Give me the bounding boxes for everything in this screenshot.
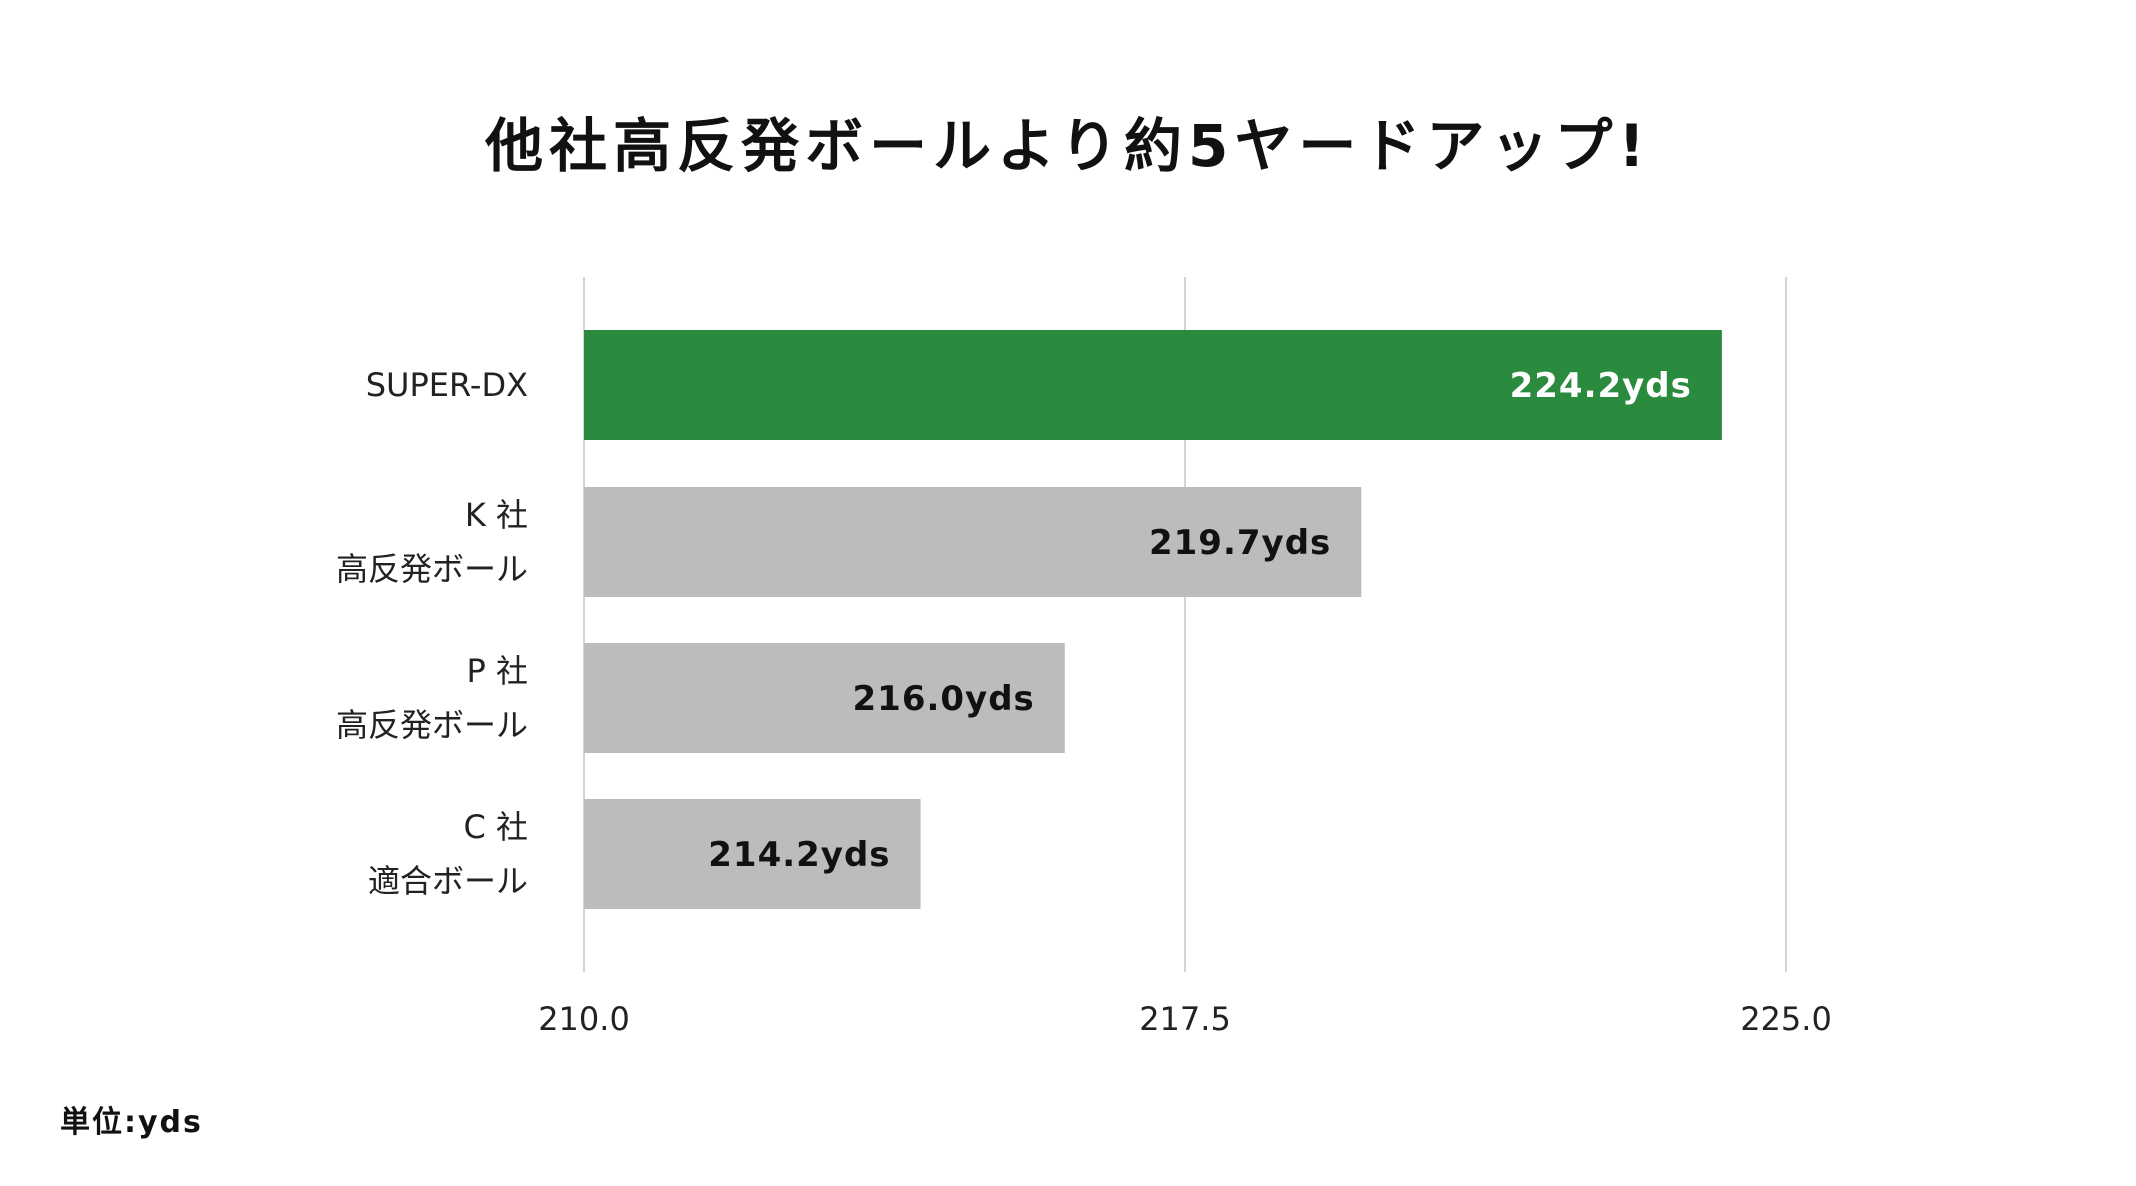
bars: 224.2yds 219.7yds 216.0yds 214.2yds — [584, 330, 1722, 909]
bar-value-label-3: 214.2yds — [708, 835, 890, 875]
x-tick-label-1: 217.5 — [1139, 1000, 1231, 1038]
x-tick-label-2: 225.0 — [1740, 1000, 1832, 1038]
category-label-2-1: 高反発ボール — [336, 706, 528, 744]
bar-value-label-0: 224.2yds — [1510, 366, 1692, 406]
category-label-3-0: C 社 — [463, 808, 528, 846]
category-label-2-0: P 社 — [467, 652, 528, 690]
chart-title: 他社高反発ボールより約5ヤードアップ! — [484, 112, 1651, 180]
category-label-1-0: K 社 — [465, 496, 528, 534]
bar-0 — [584, 330, 1722, 440]
category-label-3-1: 適合ボール — [368, 862, 528, 900]
bar-value-label-2: 216.0yds — [853, 679, 1035, 719]
category-label-0-0: SUPER-DX — [366, 366, 528, 404]
unit-note: 単位:yds — [60, 1105, 203, 1140]
bar-3 — [584, 799, 921, 909]
bar-value-label-1: 219.7yds — [1149, 523, 1331, 563]
bar-1 — [584, 487, 1362, 597]
bar-2 — [584, 643, 1065, 753]
x-tick-label-0: 210.0 — [538, 1000, 630, 1038]
category-label-1-1: 高反発ボール — [336, 550, 528, 588]
x-axis-tick-labels: 210.0 217.5 225.0 — [538, 1000, 1832, 1038]
